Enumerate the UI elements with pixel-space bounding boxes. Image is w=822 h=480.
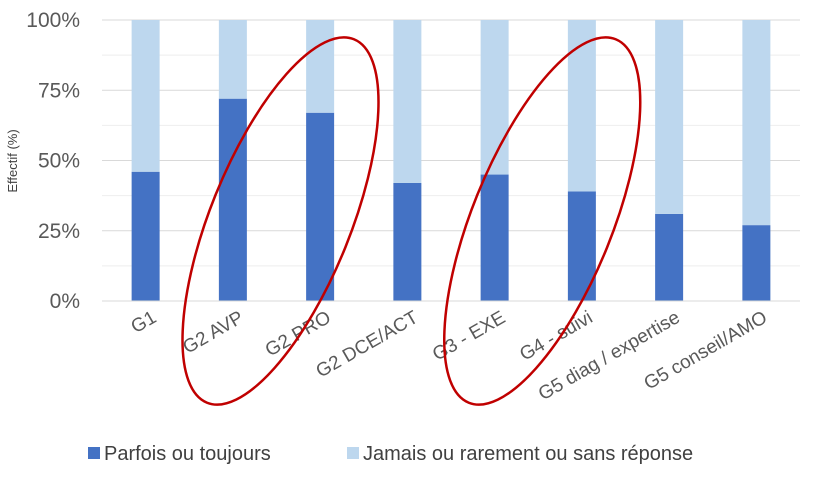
gridlines bbox=[102, 19, 800, 302]
legend: Parfois ou toujours Jamais ou rarement ou… bbox=[88, 443, 693, 465]
bar-segment-parfois bbox=[393, 182, 422, 301]
y-tick-labels: 0% 25% 50% 75% 100% bbox=[26, 9, 80, 313]
category-label: G2 AVP bbox=[180, 307, 248, 358]
bar-segment-jamais bbox=[393, 20, 422, 183]
bar-segment-parfois bbox=[218, 98, 247, 302]
bars bbox=[131, 20, 771, 302]
y-tick-label: 25% bbox=[38, 220, 80, 243]
bar-segment-jamais bbox=[131, 20, 160, 172]
y-tick-label: 0% bbox=[50, 290, 80, 313]
legend-swatch bbox=[347, 447, 359, 459]
legend-label: Parfois ou toujours bbox=[104, 443, 271, 465]
category-label: G4 - suivi bbox=[516, 307, 596, 365]
bar-segment-jamais bbox=[655, 20, 684, 214]
category-label: G1 bbox=[128, 307, 160, 338]
bar-segment-parfois bbox=[131, 171, 160, 301]
category-label: G2 PRO bbox=[262, 307, 335, 361]
bar-segment-jamais bbox=[480, 20, 509, 175]
y-tick-label: 50% bbox=[38, 150, 80, 173]
bar-segment-jamais bbox=[567, 20, 596, 192]
bar-segment-jamais bbox=[742, 20, 771, 226]
y-axis-label: Effectif (%) bbox=[5, 129, 20, 192]
bar-segment-parfois bbox=[742, 225, 771, 301]
legend-swatch bbox=[88, 447, 100, 459]
y-tick-label: 100% bbox=[26, 9, 80, 32]
legend-label: Jamais ou rarement ou sans réponse bbox=[363, 443, 693, 465]
bar-segment-parfois bbox=[306, 112, 335, 301]
bar-segment-parfois bbox=[480, 174, 509, 301]
y-tick-label: 75% bbox=[38, 79, 80, 102]
bar-segment-jamais bbox=[306, 20, 335, 113]
annotations bbox=[181, 36, 642, 406]
bar-segment-parfois bbox=[655, 213, 684, 301]
bar-segment-jamais bbox=[218, 20, 247, 99]
annotation-ellipse bbox=[181, 36, 380, 406]
category-label: G5 diag / expertise bbox=[535, 307, 684, 405]
annotation-ellipse bbox=[443, 36, 642, 406]
category-label: G3 - EXE bbox=[429, 307, 509, 365]
